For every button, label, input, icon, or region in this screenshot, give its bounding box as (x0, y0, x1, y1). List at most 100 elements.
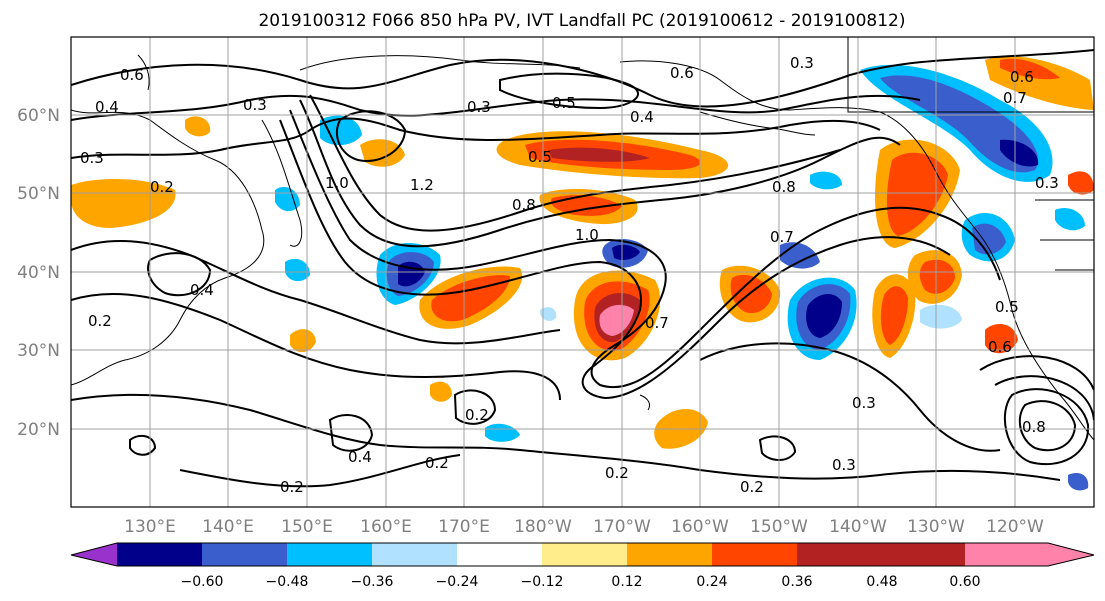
contour-line (309, 94, 841, 232)
arctic-coastline (299, 55, 581, 71)
contour-line (71, 393, 1061, 481)
shading-region (185, 116, 211, 137)
shading-region (540, 307, 557, 321)
contour-label: 0.2 (425, 454, 449, 472)
colorbar-segment (627, 543, 712, 566)
contour-line (71, 49, 1094, 108)
contour-label: 0.2 (740, 478, 764, 496)
longitude-labels: 130°E 140°E 150°E 160°E 170°E 180°W 170°… (124, 517, 1044, 537)
shading-region (71, 178, 176, 228)
lon-label: 170°W (593, 517, 651, 537)
shading-region (431, 275, 510, 322)
shading-region (886, 152, 948, 236)
shading-region (919, 259, 955, 294)
contour-label: 0.6 (670, 64, 694, 82)
lon-label: 140°E (202, 517, 254, 537)
colorbar-tick-label: 0.24 (696, 574, 727, 590)
contour-line (279, 119, 951, 400)
contour-label: 0.6 (120, 66, 144, 84)
colorbar-outline (70, 542, 1095, 567)
contour-line (758, 435, 797, 461)
contour-label: 0.3 (832, 456, 856, 474)
contour-line (179, 454, 461, 488)
contour-label: 0.5 (995, 298, 1019, 316)
shading-region (1068, 171, 1094, 195)
contour-label: 0.7 (770, 228, 794, 246)
contour-label: 1.0 (575, 226, 599, 244)
colorbar-segment (202, 543, 287, 566)
colorbar-tick-label: −0.24 (436, 574, 479, 590)
shading-region (1055, 207, 1085, 231)
contour-label: 0.3 (790, 54, 814, 72)
lat-label: 40°N (17, 263, 60, 283)
contour-label: 0.2 (605, 464, 629, 482)
lon-label: 160°W (671, 517, 729, 537)
shading-region (972, 223, 1006, 255)
contour-line (979, 355, 1094, 391)
colorbar-segment (882, 543, 965, 566)
colorbar: −0.60 −0.48 −0.36 −0.24 −0.12 0.12 0.24 … (70, 542, 1095, 590)
hawaii-islands (639, 394, 651, 411)
lon-label: 160°E (360, 517, 412, 537)
shading-region (285, 258, 310, 282)
colorbar-tick-label: 0.60 (949, 574, 980, 590)
contour-line (289, 109, 1001, 389)
colorbar-tick-label: −0.12 (521, 574, 564, 590)
colorbar-segment (712, 543, 797, 566)
colorbar-segment (542, 543, 627, 566)
lon-label: 140°W (829, 517, 887, 537)
lon-label: 130°W (907, 517, 965, 537)
contour-label: 0.5 (552, 94, 576, 112)
contour-label: 0.8 (1022, 418, 1046, 436)
shading-region (806, 294, 842, 338)
contour-label: 0.3 (467, 98, 491, 116)
contour-label: 0.7 (1003, 89, 1027, 107)
shading-region (1000, 139, 1039, 167)
lon-label: 170°E (438, 517, 490, 537)
shading-region (360, 139, 405, 167)
colorbar-segment (965, 543, 1048, 566)
contour-label: 0.3 (243, 96, 267, 114)
north-america-coastline (619, 60, 1094, 441)
colorbar-extend-high (1048, 543, 1094, 566)
lon-label: 180°W (514, 517, 572, 537)
latitude-labels: 60°N 50°N 40°N 30°N 20°N (17, 106, 60, 440)
shading-region (1068, 472, 1089, 491)
colorbar-segment (372, 543, 457, 566)
contour-label: 0.3 (852, 394, 876, 412)
colorbar-tick-label: −0.48 (266, 574, 309, 590)
colorbar-segment (287, 543, 372, 566)
contour-label: 0.6 (988, 338, 1012, 356)
shading-region (810, 171, 842, 190)
shading-region (320, 115, 362, 146)
contour-line (71, 239, 561, 345)
shading-region (550, 195, 622, 216)
colorbar-tick-label: 0.36 (781, 574, 812, 590)
pv-contours (71, 49, 1094, 488)
map-frame (70, 36, 1095, 508)
contour-line (499, 72, 639, 110)
shading-region (485, 423, 520, 442)
contour-label: 0.4 (348, 448, 372, 466)
colorbar-tick-label: −0.36 (351, 574, 394, 590)
lon-label: 150°W (750, 517, 808, 537)
shading-region (599, 304, 634, 336)
contour-label: 0.8 (772, 178, 796, 196)
contour-line (147, 252, 212, 297)
contour-line (335, 110, 407, 162)
shading-region (985, 324, 1018, 354)
lat-label: 50°N (17, 184, 60, 204)
contour-label: 0.2 (150, 178, 174, 196)
contour-line (994, 375, 1094, 421)
map-panel: 0.6 0.4 0.3 0.2 0.3 0.6 0.5 0.4 0.5 0.3 … (70, 36, 1095, 508)
contour-label: 0.4 (630, 108, 654, 126)
island-coastline (137, 54, 150, 91)
lon-label: 120°W (986, 517, 1044, 537)
lat-label: 60°N (17, 106, 60, 126)
contour-label: 0.6 (1010, 68, 1034, 86)
shading-region (612, 244, 640, 260)
contour-label: 0.2 (88, 312, 112, 330)
contour-line (71, 94, 921, 121)
lon-label: 150°E (281, 517, 333, 537)
